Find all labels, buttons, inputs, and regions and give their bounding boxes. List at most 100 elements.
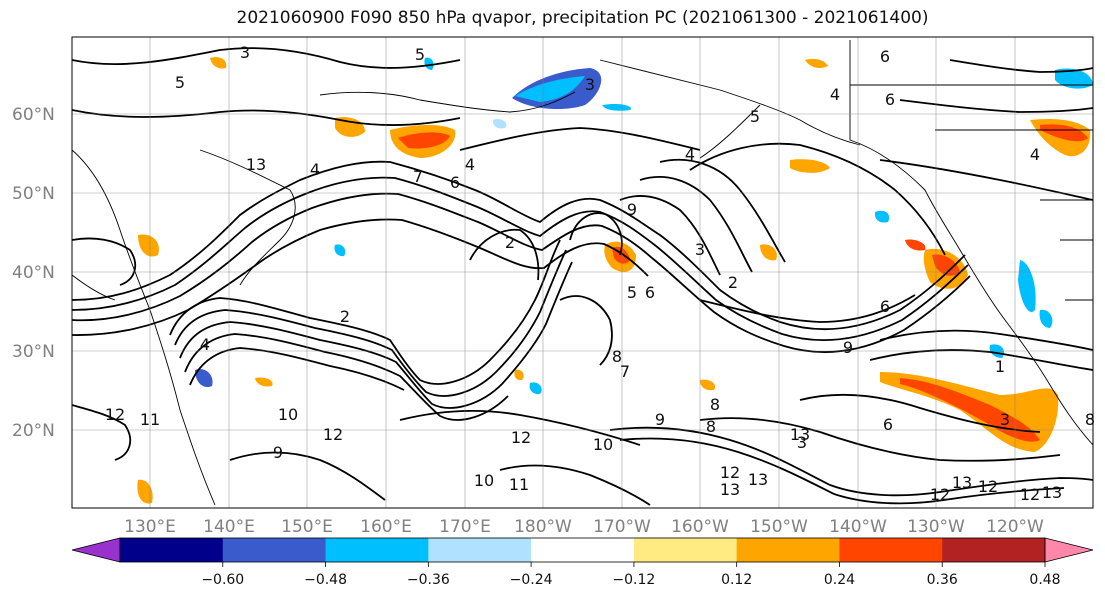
colorbar-segment [222,538,327,562]
contour-label: 2 [505,233,515,252]
contour-label: 5 [750,107,760,126]
lat-label: 20°N [12,421,55,441]
lon-label: 180°W [514,517,572,537]
contour-label: 3 [585,75,595,94]
contour-label: 3 [1000,410,1010,429]
contour-label: 12 [511,428,531,447]
contour-label: 5 [175,73,185,92]
colorbar-segment [531,538,635,562]
colorbar-extend-high [1044,537,1094,563]
contour-label: 12 [720,463,740,482]
contour-label: 12 [978,477,998,496]
lon-label: 140°W [829,517,887,537]
colorbar-tick-label: −0.36 [407,572,450,588]
contour-label: 13 [790,425,810,444]
contour-label: 8 [710,395,720,414]
contour-label: 5 [415,45,425,64]
contour-label: 13 [748,470,768,489]
contour-label: 8 [612,347,622,366]
colorbar-tick-label: 0.24 [824,572,855,588]
map-title: 2021060900 F090 850 hPa qvapor, precipit… [236,8,929,28]
map-frame [71,36,1094,509]
colorbar-tick-label: 0.36 [927,572,958,588]
contour-label: 5 [627,283,637,302]
longitude-labels: 130°E 140°E 150°E 160°E 170°E 180°W 170°… [124,517,1044,537]
colorbar-segment [120,538,224,562]
contour-label: 6 [880,47,890,66]
lon-label: 170°W [593,517,651,537]
graticule [72,37,1093,508]
lon-label: 140°E [203,517,255,537]
contour-label: 6 [880,297,890,316]
lat-label: 40°N [12,263,55,283]
contour-label: 12 [1020,485,1040,504]
contour-label: 9 [273,443,283,462]
colorbar-tick-label: −0.12 [612,572,655,588]
contour-label: 7 [620,362,630,381]
colorbar-tick-label: 0.12 [721,572,752,588]
colorbar-tick-label: −0.24 [510,572,553,588]
contour-label: 3 [797,433,807,452]
contour-label: 6 [883,415,893,434]
lon-label: 150°W [750,517,808,537]
contour-label: 6 [450,173,460,192]
contour-label: 8 [706,417,716,436]
lon-label: 160°W [671,517,729,537]
contour-label: 4 [465,155,475,174]
contour-label: 3 [240,43,250,62]
lon-label: 120°W [986,517,1044,537]
contour-label: 11 [509,475,529,494]
colorbar-segment [633,538,738,562]
contour-label: 13 [952,473,972,492]
lon-label: 150°E [281,517,333,537]
contour-label: 4 [310,160,320,179]
contour-label: 9 [843,338,853,357]
colorbar-tick-label: 0.48 [1029,572,1060,588]
contour-label: 12 [323,425,343,444]
contour-label: 12 [930,485,950,504]
contour-label: 10 [474,471,494,490]
colorbar-segments [71,537,1094,563]
lon-label: 170°E [439,517,491,537]
colorbar-segment [942,538,1046,562]
contour-label: 13 [720,480,740,499]
contour-label: 11 [140,410,160,429]
contour-label: 1 [995,357,1005,376]
contour-label: 3 [695,240,705,259]
colorbar-segment [839,538,943,562]
contour-label: 6 [885,90,895,109]
colorbar-extend-low [71,537,121,563]
qvapor-contours [72,47,1093,506]
lon-label: 130°W [907,517,965,537]
contour-label: 6 [645,283,655,302]
colorbar: −0.60 −0.48 −0.36 −0.24 −0.12 0.12 0.24 0.36 0.4… [71,537,1094,588]
contour-label: 7 [413,167,423,186]
contour-label: 2 [728,273,738,292]
colorbar-segment [325,538,429,562]
colorbar-tick-label: −0.48 [304,572,347,588]
contour-label: 4 [830,85,840,104]
lon-label: 160°E [360,517,412,537]
contour-label: 2 [340,307,350,326]
colorbar-segment [428,538,532,562]
contour-label: 10 [278,405,298,424]
contour-label: 9 [627,200,637,219]
contour-label: 8 [1085,410,1095,429]
contour-label: 12 [105,405,125,424]
lon-label: 130°E [124,517,176,537]
precipitation-shading [137,57,1093,504]
contour-label: 4 [1030,145,1040,164]
contour-label: 9 [655,410,665,429]
contour-label: 13 [1042,483,1062,502]
lat-label: 60°N [12,105,55,125]
contour-label: 4 [200,335,210,354]
lat-label: 30°N [12,342,55,362]
contour-label: 4 [685,145,695,164]
map-plot-area [72,37,1093,508]
contour-label: 10 [593,435,613,454]
contour-label: 13 [246,155,266,174]
colorbar-tick-label: −0.60 [201,572,244,588]
colorbar-segment [736,538,840,562]
